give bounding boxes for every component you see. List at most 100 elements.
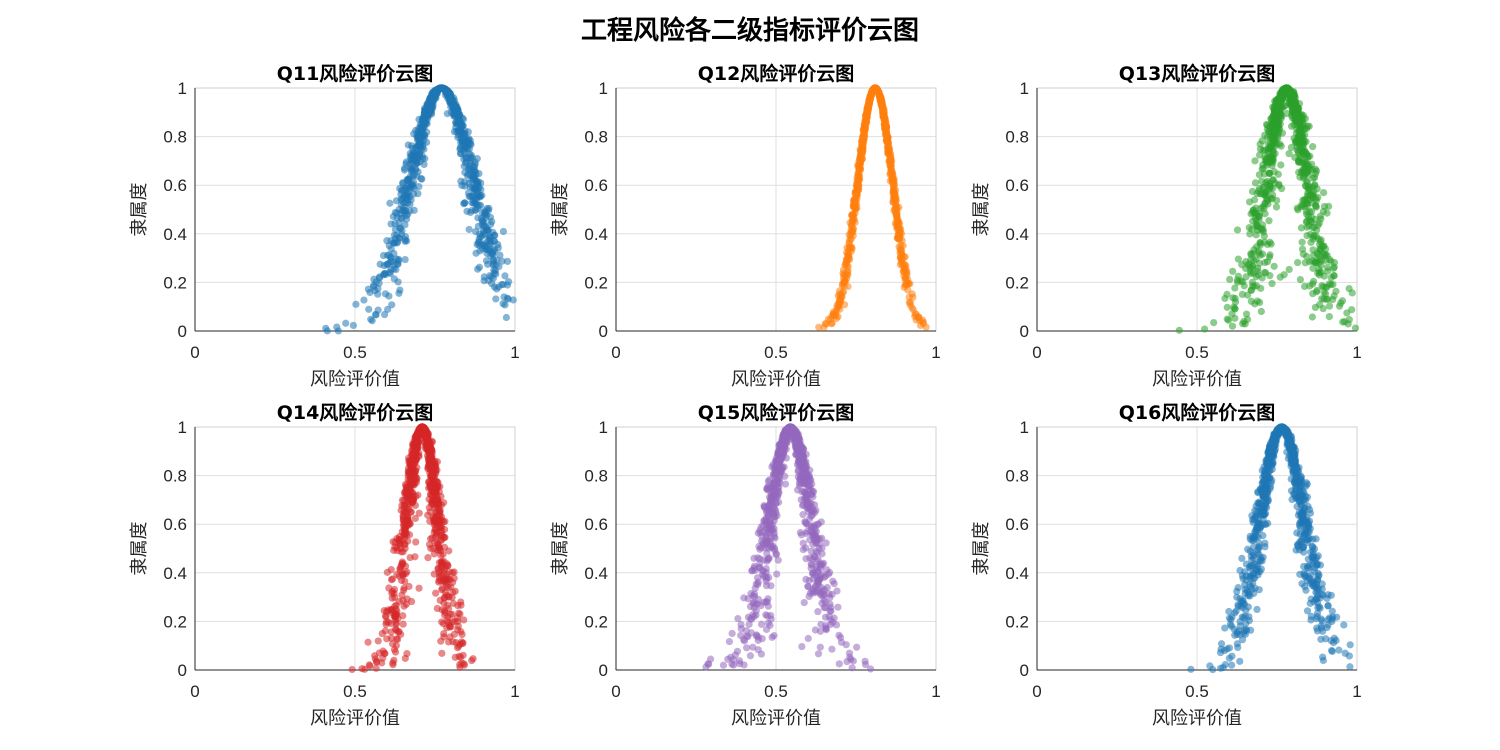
cloud-drop: [844, 263, 852, 271]
cloud-drop: [486, 233, 495, 241]
cloud-drop: [374, 637, 382, 645]
cloud-drop: [891, 186, 900, 194]
cloud-drop: [416, 429, 424, 437]
cloud-drop: [854, 170, 863, 179]
cloud-drop: [1255, 259, 1264, 267]
cloud-drop: [1270, 112, 1279, 120]
cloud-drop: [827, 603, 835, 612]
cloud-drop: [1303, 199, 1311, 208]
y-tick-label: 0.6: [163, 515, 187, 534]
cloud-drop: [835, 660, 843, 668]
cloud-drop: [1223, 315, 1231, 323]
y-tick-label: 0.2: [1005, 273, 1029, 292]
cloud-drop: [901, 261, 909, 269]
cloud-drop: [1247, 297, 1255, 305]
cloud-drop: [374, 306, 382, 314]
cloud-drop: [830, 614, 838, 622]
cloud-drop: [400, 584, 408, 592]
cloud-drop: [401, 544, 409, 553]
cloud-drop: [387, 628, 395, 636]
cloud-drop: [781, 480, 790, 488]
cloud-drop: [1348, 289, 1356, 297]
cloud-drop: [465, 225, 473, 234]
cloud-drop: [398, 214, 406, 223]
cloud-drop: [1261, 258, 1269, 267]
cloud-drops: [702, 423, 875, 673]
cloud-drop: [406, 486, 414, 495]
cloud-drop: [1221, 294, 1229, 303]
cloud-drop: [402, 570, 410, 578]
cloud-drop: [875, 91, 883, 99]
cloud-drop: [1309, 143, 1317, 151]
y-tick-label: 1: [178, 79, 187, 98]
cloud-drop: [1283, 109, 1291, 118]
cloud-drop: [834, 292, 842, 300]
cloud-drop: [401, 236, 409, 244]
cloud-drop: [429, 478, 437, 486]
cloud-drop: [909, 306, 917, 314]
cloud-drop: [1343, 309, 1351, 317]
cloud-drop: [1258, 274, 1266, 282]
cloud-drop: [1270, 262, 1278, 270]
cloud-drop: [489, 261, 497, 269]
cloud-drop: [412, 538, 420, 546]
y-tick-label: 1: [178, 418, 187, 437]
x-tick-label: 0.5: [764, 343, 788, 362]
y-tick-label: 0.8: [1005, 128, 1029, 147]
cloud-drop: [912, 316, 920, 324]
cloud-drop: [459, 122, 467, 130]
cloud-drop: [1296, 126, 1304, 134]
cloud-drop: [854, 177, 862, 186]
cloud-drop: [453, 128, 461, 136]
y-axis-label: 隶属度: [971, 183, 992, 237]
cloud-drop: [847, 247, 855, 255]
cloud-drop: [410, 190, 418, 198]
cloud-drop: [415, 139, 424, 147]
cloud-drop: [846, 235, 854, 243]
cloud-drop: [457, 142, 465, 151]
cloud-drop: [387, 605, 395, 614]
cloud-drop: [413, 443, 421, 451]
cloud-drop: [1268, 184, 1277, 192]
cloud-drop: [390, 656, 398, 664]
cloud-drop: [1308, 218, 1316, 226]
cloud-drop: [449, 638, 457, 646]
cloud-drop: [1303, 223, 1311, 231]
x-axis-label: 风险评价值: [310, 369, 400, 390]
cloud-drop: [766, 621, 774, 629]
cloud-drop: [1293, 143, 1301, 151]
cloud-drop: [881, 120, 889, 128]
cloud-drop: [1306, 230, 1315, 238]
cloud-drop: [388, 301, 396, 309]
cloud-drop: [751, 584, 759, 592]
cloud-drop: [1337, 299, 1345, 307]
cloud-drop: [352, 300, 360, 308]
cloud-drop: [861, 116, 870, 124]
cloud-drop: [415, 509, 423, 517]
cloud-drop: [1265, 217, 1273, 225]
x-tick-label: 0: [1032, 343, 1041, 362]
cloud-drop: [437, 536, 445, 544]
cloud-drop: [1253, 297, 1261, 305]
cloud-drop: [423, 452, 432, 460]
cloud-drop: [774, 556, 782, 564]
cloud-drop: [445, 547, 453, 555]
cloud-drop: [1280, 271, 1288, 279]
cloud-drop: [381, 627, 389, 635]
y-tick-label: 0: [1020, 322, 1029, 341]
cloud-drop: [1323, 263, 1332, 272]
cloud-drop: [1311, 303, 1320, 312]
cloud-drop: [747, 590, 755, 598]
cloud-drop: [432, 528, 441, 536]
cloud-drop: [756, 555, 764, 563]
cloud-drop: [1256, 239, 1264, 247]
cloud-drop: [1315, 259, 1323, 267]
cloud-drop: [752, 600, 760, 608]
cloud-drop: [451, 617, 459, 626]
cloud-drops: [322, 84, 517, 335]
cloud-drop: [365, 305, 373, 313]
cloud-drop: [1309, 280, 1317, 288]
cloud-drop: [1266, 251, 1274, 259]
